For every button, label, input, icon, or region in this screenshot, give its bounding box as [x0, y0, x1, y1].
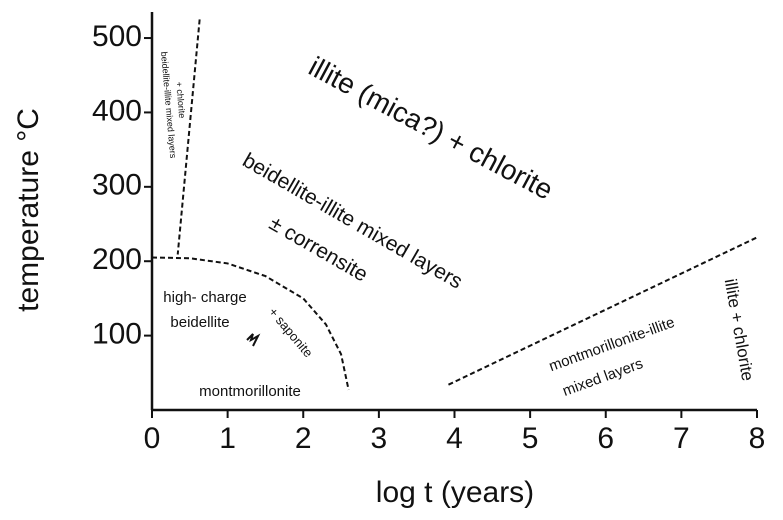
annotation: + saponite: [266, 304, 316, 360]
y-tick-label: 500: [92, 20, 142, 53]
x-axis-label: log t (years): [376, 476, 534, 509]
annotation: beidellite: [170, 314, 229, 331]
boundary-line: [448, 236, 758, 386]
y-tick-label: 100: [92, 318, 142, 351]
boundary-line: [176, 19, 201, 255]
y-tick-label: 400: [92, 94, 142, 127]
x-tick-label: 5: [522, 422, 539, 455]
x-tick-label: 3: [371, 422, 388, 455]
squiggle: [246, 333, 261, 347]
annotation: high- charge: [163, 289, 246, 306]
y-tick-label: 200: [92, 243, 142, 276]
annotation: illite + chlorite: [721, 277, 758, 382]
annotation: beidellite-illite mixed layers: [159, 51, 178, 159]
x-tick-label: 6: [597, 422, 614, 455]
x-tick-label: 7: [673, 422, 690, 455]
x-tick-label: 0: [144, 422, 161, 455]
x-tick-label: 1: [219, 422, 236, 455]
annotation: illite (mica?) + chlorite: [304, 51, 558, 206]
x-tick-label: 4: [446, 422, 463, 455]
annotation: + chlorite: [174, 81, 187, 119]
annotation: montmorillonite: [199, 383, 301, 400]
y-axis-label: temperature °C: [12, 108, 45, 312]
y-tick-label: 300: [92, 169, 142, 202]
x-tick-label: 2: [295, 422, 312, 455]
x-tick-label: 8: [749, 422, 766, 455]
boundary-line: [151, 256, 350, 391]
